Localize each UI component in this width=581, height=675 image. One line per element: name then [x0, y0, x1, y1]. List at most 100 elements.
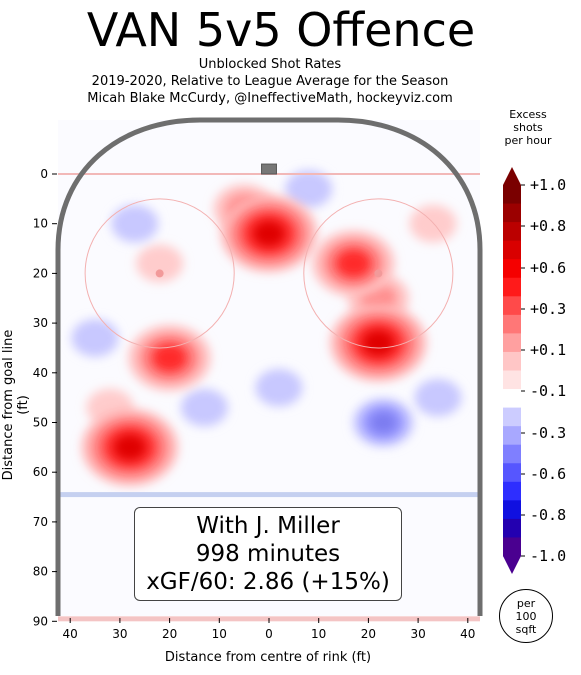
colorbar-swatch [503, 444, 521, 464]
unit-badge-line: per [516, 597, 536, 610]
colorbar-swatch [503, 259, 521, 279]
heatmap-contour [136, 244, 184, 283]
heatmap-region [409, 204, 457, 243]
x-axis-label: Distance from centre of rink (ft) [164, 650, 372, 665]
heatmap-contour [180, 388, 228, 427]
x-tick-label: 0 [265, 627, 273, 641]
y-axis-label: Distance from goal line (ft) [1, 329, 31, 481]
heatmap-region [71, 319, 119, 357]
y-tick-label: 0 [40, 167, 48, 181]
colorbar-title-line: shots [513, 121, 543, 134]
y-tick-label: 80 [33, 565, 48, 579]
x-tick-label: 40 [460, 627, 475, 641]
colorbar-swatch [503, 518, 521, 538]
heatmap-contour [111, 204, 159, 243]
unit-badge: per 100 sqft [499, 589, 553, 643]
colorbar-swatch [503, 185, 521, 205]
colorbar-swatch [503, 240, 521, 260]
heatmap-contour [285, 170, 333, 208]
info-player: With J. Miller [196, 513, 340, 539]
x-tick-label: 40 [63, 627, 78, 641]
heatmap-region [81, 408, 178, 486]
y-tick-label: 60 [33, 465, 48, 479]
colorbar-tick-label: -0.1 [530, 382, 566, 400]
colorbar-swatch [503, 222, 521, 242]
goal-net [261, 163, 277, 175]
heatmap-layer [71, 170, 462, 486]
y-tick-label: 90 [33, 614, 48, 628]
colorbar-tick-label: -0.8 [530, 506, 566, 524]
subtitle-line-3: Micah Blake McCurdy, @IneffectiveMath, h… [87, 91, 453, 106]
x-tick-label: 10 [311, 627, 326, 641]
heatmap-contour [370, 412, 397, 433]
heatmap-region [255, 368, 303, 407]
heatmap-region [312, 230, 395, 297]
x-tick-label: 20 [361, 627, 376, 641]
colorbar-swatch [503, 277, 521, 297]
colorbar-tick-label: -0.6 [530, 465, 566, 483]
heatmap-region [330, 304, 427, 382]
colorbar-title-line: per hour [504, 134, 552, 147]
info-minutes: 998 minutes [195, 541, 341, 567]
info-xgf: xGF/60: 2.86 (+15%) [146, 569, 390, 595]
y-tick-label: 10 [33, 217, 48, 231]
heatmap-contour [255, 368, 303, 407]
colorbar-swatch [503, 370, 521, 390]
subtitle-line-1: Unblocked Shot Rates [198, 57, 342, 72]
colorbar: +1.0 +0.8 +0.6 +0.3 +0.1 -0.1 -0.3 -0.6 -0.8 -1.0 [503, 167, 566, 574]
colorbar-tick-label: +0.8 [530, 217, 566, 235]
colorbar-swatch [503, 296, 521, 316]
chart-title: VAN 5v5 Offence [86, 3, 476, 57]
heatmap-region [221, 195, 317, 273]
colorbar-min-arrow [503, 556, 521, 574]
heatmap-contour [113, 434, 146, 461]
y-tick-label: 40 [33, 366, 48, 380]
heatmap-contour [362, 330, 395, 356]
x-tick-label: 20 [162, 627, 177, 641]
y-tick-label: 70 [33, 515, 48, 529]
heatmap-contour [335, 249, 372, 278]
info-box: With J. Miller 998 minutes xGF/60: 2.86 … [134, 507, 402, 601]
colorbar-swatch [503, 333, 521, 353]
x-tick-label: 10 [212, 627, 227, 641]
colorbar-swatch [503, 351, 521, 371]
axes: 40 30 20 10 0 10 20 30 40 0 10 20 30 40 50 60 70 80 90 [33, 167, 476, 641]
unit-badge-line: sqft [515, 623, 537, 636]
colorbar-swatch [503, 537, 521, 557]
colorbar-swatch [503, 426, 521, 446]
y-tick-label: 50 [33, 416, 48, 430]
blue-line [58, 492, 480, 498]
heatmap-region [128, 325, 211, 391]
unit-badge-line: 100 [515, 610, 537, 623]
heatmap-region [111, 204, 159, 243]
x-tick-label: 30 [112, 627, 127, 641]
faceoff-dot-right [374, 269, 383, 278]
heatmap-region [285, 170, 333, 208]
heatmap-contour [71, 319, 119, 357]
colorbar-tick-label: -1.0 [530, 547, 566, 565]
faceoff-circle-right [303, 198, 454, 349]
heatmap-contour [409, 204, 457, 243]
colorbar-swatch [503, 407, 521, 427]
colorbar-title-line: Excess [509, 108, 547, 121]
faceoff-dot-left [155, 269, 164, 278]
colorbar-swatch [503, 463, 521, 483]
colorbar-swatch [503, 481, 521, 501]
heatmap-region [180, 388, 228, 427]
heatmap-contour [152, 343, 188, 372]
colorbar-title: Excess shots per hour [493, 108, 563, 147]
heatmap-region [414, 378, 462, 417]
subtitle-line-2: 2019-2020, Relative to League Average fo… [91, 74, 449, 89]
colorbar-swatch [503, 203, 521, 223]
colorbar-tick-label: +1.0 [530, 176, 566, 194]
heatmap-contour [253, 220, 285, 247]
colorbar-max-arrow [503, 167, 521, 185]
y-tick-label: 30 [33, 316, 48, 330]
heatmap-region [136, 244, 184, 283]
colorbar-tick-label: +0.3 [530, 300, 566, 318]
colorbar-tick-label: +0.1 [530, 341, 566, 359]
colorbar-tick-label: -0.3 [530, 424, 566, 442]
heatmap-region [352, 398, 414, 447]
faceoff-circle-left [84, 198, 235, 349]
colorbar-swatch [503, 314, 521, 334]
